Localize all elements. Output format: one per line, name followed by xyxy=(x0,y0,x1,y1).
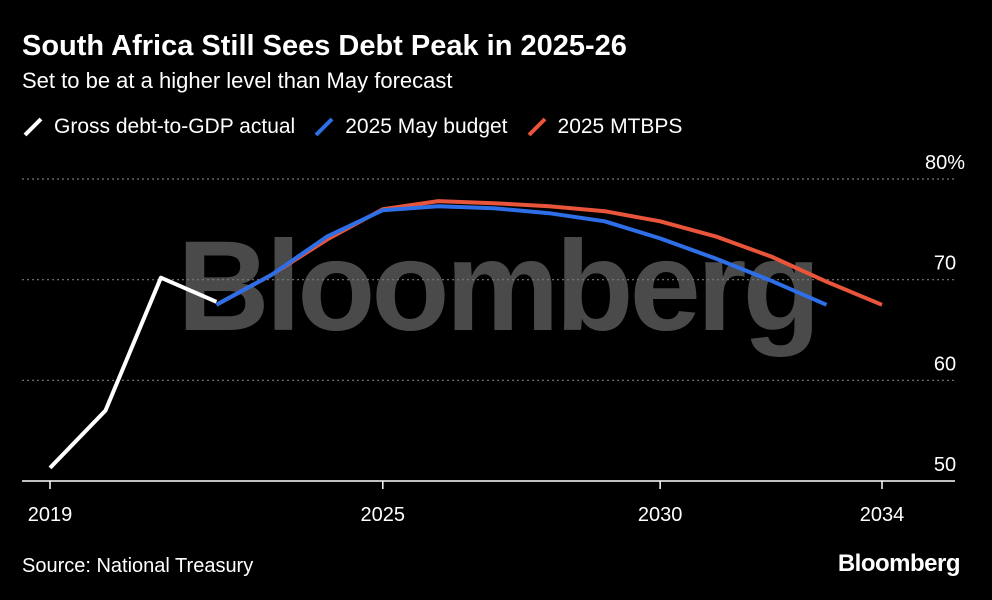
x-tick-label: 2030 xyxy=(638,504,683,526)
legend-item-actual: Gross debt-to-GDP actual xyxy=(22,115,295,139)
legend-item-mtbps: 2025 MTBPS xyxy=(526,115,683,139)
legend-label-actual: Gross debt-to-GDP actual xyxy=(54,115,296,138)
legend-swatch-line-mtbps xyxy=(527,117,546,137)
y-tick-label: 80% xyxy=(925,152,965,174)
bloomberg-logo: Bloomberg xyxy=(837,550,961,577)
series-line-2025-may-budget xyxy=(215,204,828,307)
legend-swatch-may-budget xyxy=(313,116,335,138)
legend-label-mtbps: 2025 MTBPS xyxy=(557,115,683,138)
y-tick-label: 60 xyxy=(934,353,956,375)
x-tick-label: 2019 xyxy=(28,504,73,526)
legend-item-may-budget: 2025 May budget xyxy=(313,115,508,139)
series-line-2025-mtbps xyxy=(215,199,883,307)
series-layer xyxy=(48,199,883,470)
source-note: Source: National Treasury xyxy=(22,555,254,577)
legend-swatch-line-may-budget xyxy=(314,117,334,137)
chart-title: South Africa Still Sees Debt Peak in 202… xyxy=(22,30,627,62)
bloomberg-watermark: Bloomberg xyxy=(177,215,817,358)
grid-layer xyxy=(22,178,955,381)
chart-legend: Gross debt-to-GDP actual 2025 May budget… xyxy=(22,112,682,142)
series-line-gross-debt-to-gdp-actual xyxy=(48,275,218,470)
legend-label-may-budget: 2025 May budget xyxy=(345,115,508,138)
legend-swatch-actual xyxy=(22,116,44,138)
x-tick-label: 2025 xyxy=(361,504,406,526)
legend-swatch-line-actual xyxy=(23,117,43,137)
y-tick-label: 50 xyxy=(934,454,956,476)
y-tick-label: 70 xyxy=(934,253,956,275)
legend-swatch-mtbps xyxy=(526,116,548,138)
axis-layer: 80% 70 60 50 2019 2025 2030 2034 xyxy=(22,152,965,526)
chart-subtitle: Set to be at a higher level than May for… xyxy=(22,68,453,93)
x-tick-label: 2034 xyxy=(860,504,905,526)
